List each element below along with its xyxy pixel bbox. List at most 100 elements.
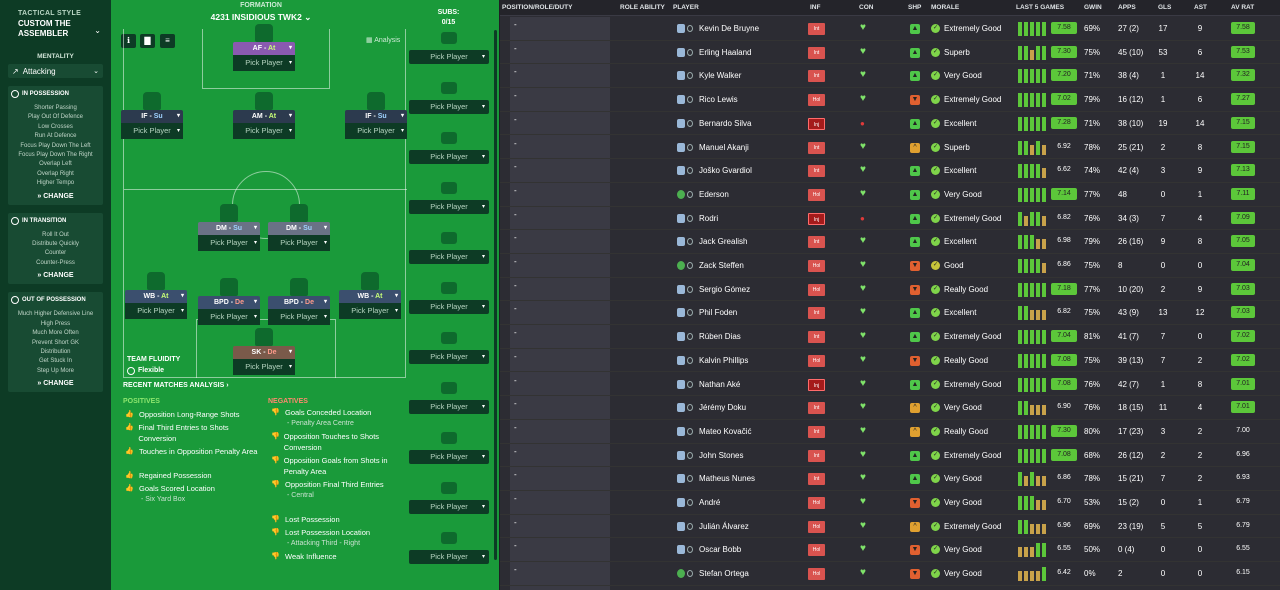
position-slot[interactable]: SK - De ▾ Pick Player ▾ bbox=[233, 328, 295, 378]
player-name[interactable]: Rúben Dias bbox=[699, 332, 741, 342]
column-header[interactable]: GWIN bbox=[1084, 4, 1102, 11]
column-header[interactable]: POSITION/ROLE/DUTY bbox=[502, 4, 573, 11]
out-of-possession-change-button[interactable]: » CHANGE bbox=[37, 380, 74, 388]
table-row[interactable]: - Kyle Walker Int ♥ ▲ ✓ Very Good 7.20 71% 38 (4)… bbox=[500, 64, 1280, 89]
player-name[interactable]: Ederson bbox=[699, 189, 729, 199]
table-row[interactable]: - Matheus Nunes Int ♥ ▲ ✓ Very Good 6.86 78% 15 (… bbox=[500, 467, 1280, 491]
table-row[interactable]: - Mateo Kovačić Int ♥ ^ ✓ Really Good 7.30 80% 17… bbox=[500, 420, 1280, 444]
role-duty-label[interactable]: DM - Su ▾ bbox=[268, 222, 330, 235]
table-row[interactable]: - Manuel Akanji Int ♥ ^ ✓ Superb 6.92 78% 25 (21)… bbox=[500, 136, 1280, 160]
position-slot[interactable]: AF - At ▾ Pick Player ▾ bbox=[233, 24, 295, 74]
player-name[interactable]: Rico Lewis bbox=[699, 95, 738, 105]
column-header[interactable]: AST bbox=[1194, 4, 1207, 11]
pick-player-button[interactable]: Pick Player ▾ bbox=[233, 123, 295, 139]
role-duty-label[interactable]: IF - Su ▾ bbox=[345, 110, 407, 123]
table-row[interactable]: - Nathan Aké Inj ♥ ▲ ✓ Extremely Good 7.08 76% 42… bbox=[500, 373, 1280, 397]
position-slot[interactable]: DM - Su ▾ Pick Player ▾ bbox=[268, 204, 330, 254]
position-slot[interactable]: BPD - De ▾ Pick Player ▾ bbox=[268, 278, 330, 328]
mentality-dropdown[interactable]: ↗ Attacking ⌄ bbox=[8, 64, 103, 78]
table-row[interactable]: - Ederson Hol ♥ ▲ ✓ Very Good 7.14 77% 48 0 1 7.11 bbox=[500, 183, 1280, 207]
table-row[interactable]: - Julián Álvarez Hol ♥ ^ ✓ Extremely Good 6.96 6… bbox=[500, 515, 1280, 539]
sub-pick-player-button[interactable]: Pick Player ▾ bbox=[409, 150, 489, 164]
pick-player-button[interactable]: Pick Player ▾ bbox=[268, 309, 330, 325]
pick-player-button[interactable]: Pick Player ▾ bbox=[198, 309, 260, 325]
in-possession-change-button[interactable]: » CHANGE bbox=[37, 192, 74, 200]
role-duty-label[interactable]: BPD - De ▾ bbox=[198, 296, 260, 309]
player-name[interactable]: Manuel Akanji bbox=[699, 142, 749, 152]
player-name[interactable]: Matheus Nunes bbox=[699, 474, 756, 484]
player-name[interactable]: Sergio Gómez bbox=[699, 284, 751, 294]
player-name[interactable]: Joško Gvardiol bbox=[699, 166, 752, 176]
table-row[interactable]: - Bernardo Silva Inj ● ▲ ✓ Excellent 7.28 71% 38 … bbox=[500, 112, 1280, 136]
table-row[interactable]: - Kevin De Bruyne Int ♥ ▲ ✓ Extremely Good 7.58… bbox=[500, 17, 1280, 41]
player-name[interactable]: Oscar Bobb bbox=[699, 545, 742, 555]
pick-player-button[interactable]: Pick Player ▾ bbox=[268, 235, 330, 251]
table-row[interactable]: - John Stones Int ♥ ▲ ✓ Extremely Good 7.08 68% 2… bbox=[500, 444, 1280, 468]
player-name[interactable]: Jack Grealish bbox=[699, 237, 748, 247]
table-row[interactable]: - Erling Haaland Int ♥ ▲ ✓ Superb 7.30 75% 45 (10… bbox=[500, 41, 1280, 65]
pick-player-button[interactable]: Pick Player ▾ bbox=[345, 123, 407, 139]
list-icon[interactable]: ≡ bbox=[160, 34, 175, 48]
player-name[interactable]: Mateo Kovačić bbox=[699, 426, 752, 436]
player-name[interactable]: Nathan Aké bbox=[699, 379, 741, 389]
recent-matches-analysis-link[interactable]: RECENT MATCHES ANALYSIS › bbox=[123, 382, 229, 389]
sub-pick-player-button[interactable]: Pick Player ▾ bbox=[409, 300, 489, 314]
column-header[interactable]: AV RAT bbox=[1231, 4, 1255, 11]
sub-pick-player-button[interactable]: Pick Player ▾ bbox=[409, 350, 489, 364]
player-name[interactable]: Julián Álvarez bbox=[699, 521, 749, 531]
player-name[interactable]: Phil Foden bbox=[699, 308, 738, 318]
sub-pick-player-button[interactable]: Pick Player ▾ bbox=[409, 500, 489, 514]
position-slot[interactable]: IF - Su ▾ Pick Player ▾ bbox=[345, 92, 407, 142]
pick-player-button[interactable]: Pick Player ▾ bbox=[198, 235, 260, 251]
table-row[interactable]: - Rodri Inj ● ▲ ✓ Extremely Good 6.82 76% 34 (3) 7… bbox=[500, 207, 1280, 231]
position-slot[interactable]: DM - Su ▾ Pick Player ▾ bbox=[198, 204, 260, 254]
player-name[interactable]: Erling Haaland bbox=[699, 47, 752, 57]
pick-player-button[interactable]: Pick Player ▾ bbox=[233, 55, 295, 71]
sub-pick-player-button[interactable]: Pick Player ▾ bbox=[409, 100, 489, 114]
column-header[interactable]: SHP bbox=[908, 4, 922, 11]
position-slot[interactable]: BPD - De ▾ Pick Player ▾ bbox=[198, 278, 260, 328]
player-name[interactable]: Jérémy Doku bbox=[699, 403, 747, 413]
analysis-toggle[interactable]: ▦ Analysis bbox=[366, 37, 401, 44]
formation-selector[interactable]: 4231 INSIDIOUS TWK2 ⌄ bbox=[111, 12, 411, 23]
sub-pick-player-button[interactable]: Pick Player ▾ bbox=[409, 550, 489, 564]
column-header[interactable]: GLS bbox=[1158, 4, 1172, 11]
player-name[interactable]: John Stones bbox=[699, 450, 744, 460]
sub-pick-player-button[interactable]: Pick Player ▾ bbox=[409, 50, 489, 64]
position-slot[interactable]: AM - At ▾ Pick Player ▾ bbox=[233, 92, 295, 142]
role-duty-label[interactable]: AM - At ▾ bbox=[233, 110, 295, 123]
in-transition-change-button[interactable]: » CHANGE bbox=[37, 272, 74, 280]
tactic-header[interactable]: TACTICAL STYLE CUSTOM THE ASSEMBLER ⌄ bbox=[0, 0, 111, 39]
table-row[interactable]: - Oscar Bobb Hol ♥ ▼ ✓ Very Good 6.55 50% 0 (4) 0 0… bbox=[500, 538, 1280, 563]
player-name[interactable]: Stefan Ortega bbox=[699, 569, 749, 579]
table-row[interactable]: - Jack Grealish Int ♥ ▲ ✓ Excellent 6.98 79% 26 (… bbox=[500, 230, 1280, 254]
position-slot[interactable]: IF - Su ▾ Pick Player ▾ bbox=[121, 92, 183, 142]
sub-pick-player-button[interactable]: Pick Player ▾ bbox=[409, 450, 489, 464]
pick-player-button[interactable]: Pick Player ▾ bbox=[121, 123, 183, 139]
column-header[interactable]: LAST 5 GAMES bbox=[1016, 4, 1065, 11]
role-duty-label[interactable]: IF - Su ▾ bbox=[121, 110, 183, 123]
chevron-down-icon[interactable]: ⌄ bbox=[94, 26, 101, 35]
player-name[interactable]: Bernardo Silva bbox=[699, 118, 752, 128]
subs-scrollbar[interactable] bbox=[494, 30, 497, 560]
table-row[interactable]: - Rúben Dias Int ♥ ▲ ✓ Extremely Good 7.04 81% 41… bbox=[500, 325, 1280, 349]
table-row[interactable]: - André Hol ♥ ▼ ✓ Very Good 6.70 53% 15 (2) 0 1 6.79 bbox=[500, 491, 1280, 515]
column-header[interactable]: INF bbox=[810, 4, 821, 11]
role-duty-label[interactable]: WB - At ▾ bbox=[339, 290, 401, 303]
table-row[interactable]: - Rico Lewis Hol ♥ ▼ ✓ Extremely Good 7.02 79% 16… bbox=[500, 88, 1280, 112]
position-slot[interactable]: WB - At ▾ Pick Player ▾ bbox=[125, 272, 187, 322]
table-row[interactable]: - Jérémy Doku Int ♥ ^ ✓ Very Good 6.90 76% 18 (15… bbox=[500, 396, 1280, 420]
pick-player-button[interactable]: Pick Player ▾ bbox=[339, 303, 401, 319]
position-slot[interactable]: WB - At ▾ Pick Player ▾ bbox=[339, 272, 401, 322]
sub-pick-player-button[interactable]: Pick Player ▾ bbox=[409, 200, 489, 214]
role-duty-label[interactable]: SK - De ▾ bbox=[233, 346, 295, 359]
player-name[interactable]: Zack Steffen bbox=[699, 261, 744, 270]
player-name[interactable]: Kevin De Bruyne bbox=[699, 24, 760, 33]
info-icon[interactable]: ℹ bbox=[121, 34, 136, 48]
table-row[interactable]: - Joško Gvardiol Int ♥ ▲ ✓ Excellent 6.62 74% 42 … bbox=[500, 159, 1280, 183]
table-row[interactable]: - Kalvin Phillips Hol ♥ ▼ ✓ Really Good 7.08 75%… bbox=[500, 349, 1280, 373]
player-name[interactable]: Kyle Walker bbox=[699, 71, 742, 81]
pick-player-button[interactable]: Pick Player ▾ bbox=[125, 303, 187, 319]
table-row[interactable]: - Stefan Ortega Hol ♥ ▼ ✓ Very Good 6.42 0% 2 0 0 6.… bbox=[500, 562, 1280, 586]
column-header[interactable]: CON bbox=[859, 4, 874, 11]
